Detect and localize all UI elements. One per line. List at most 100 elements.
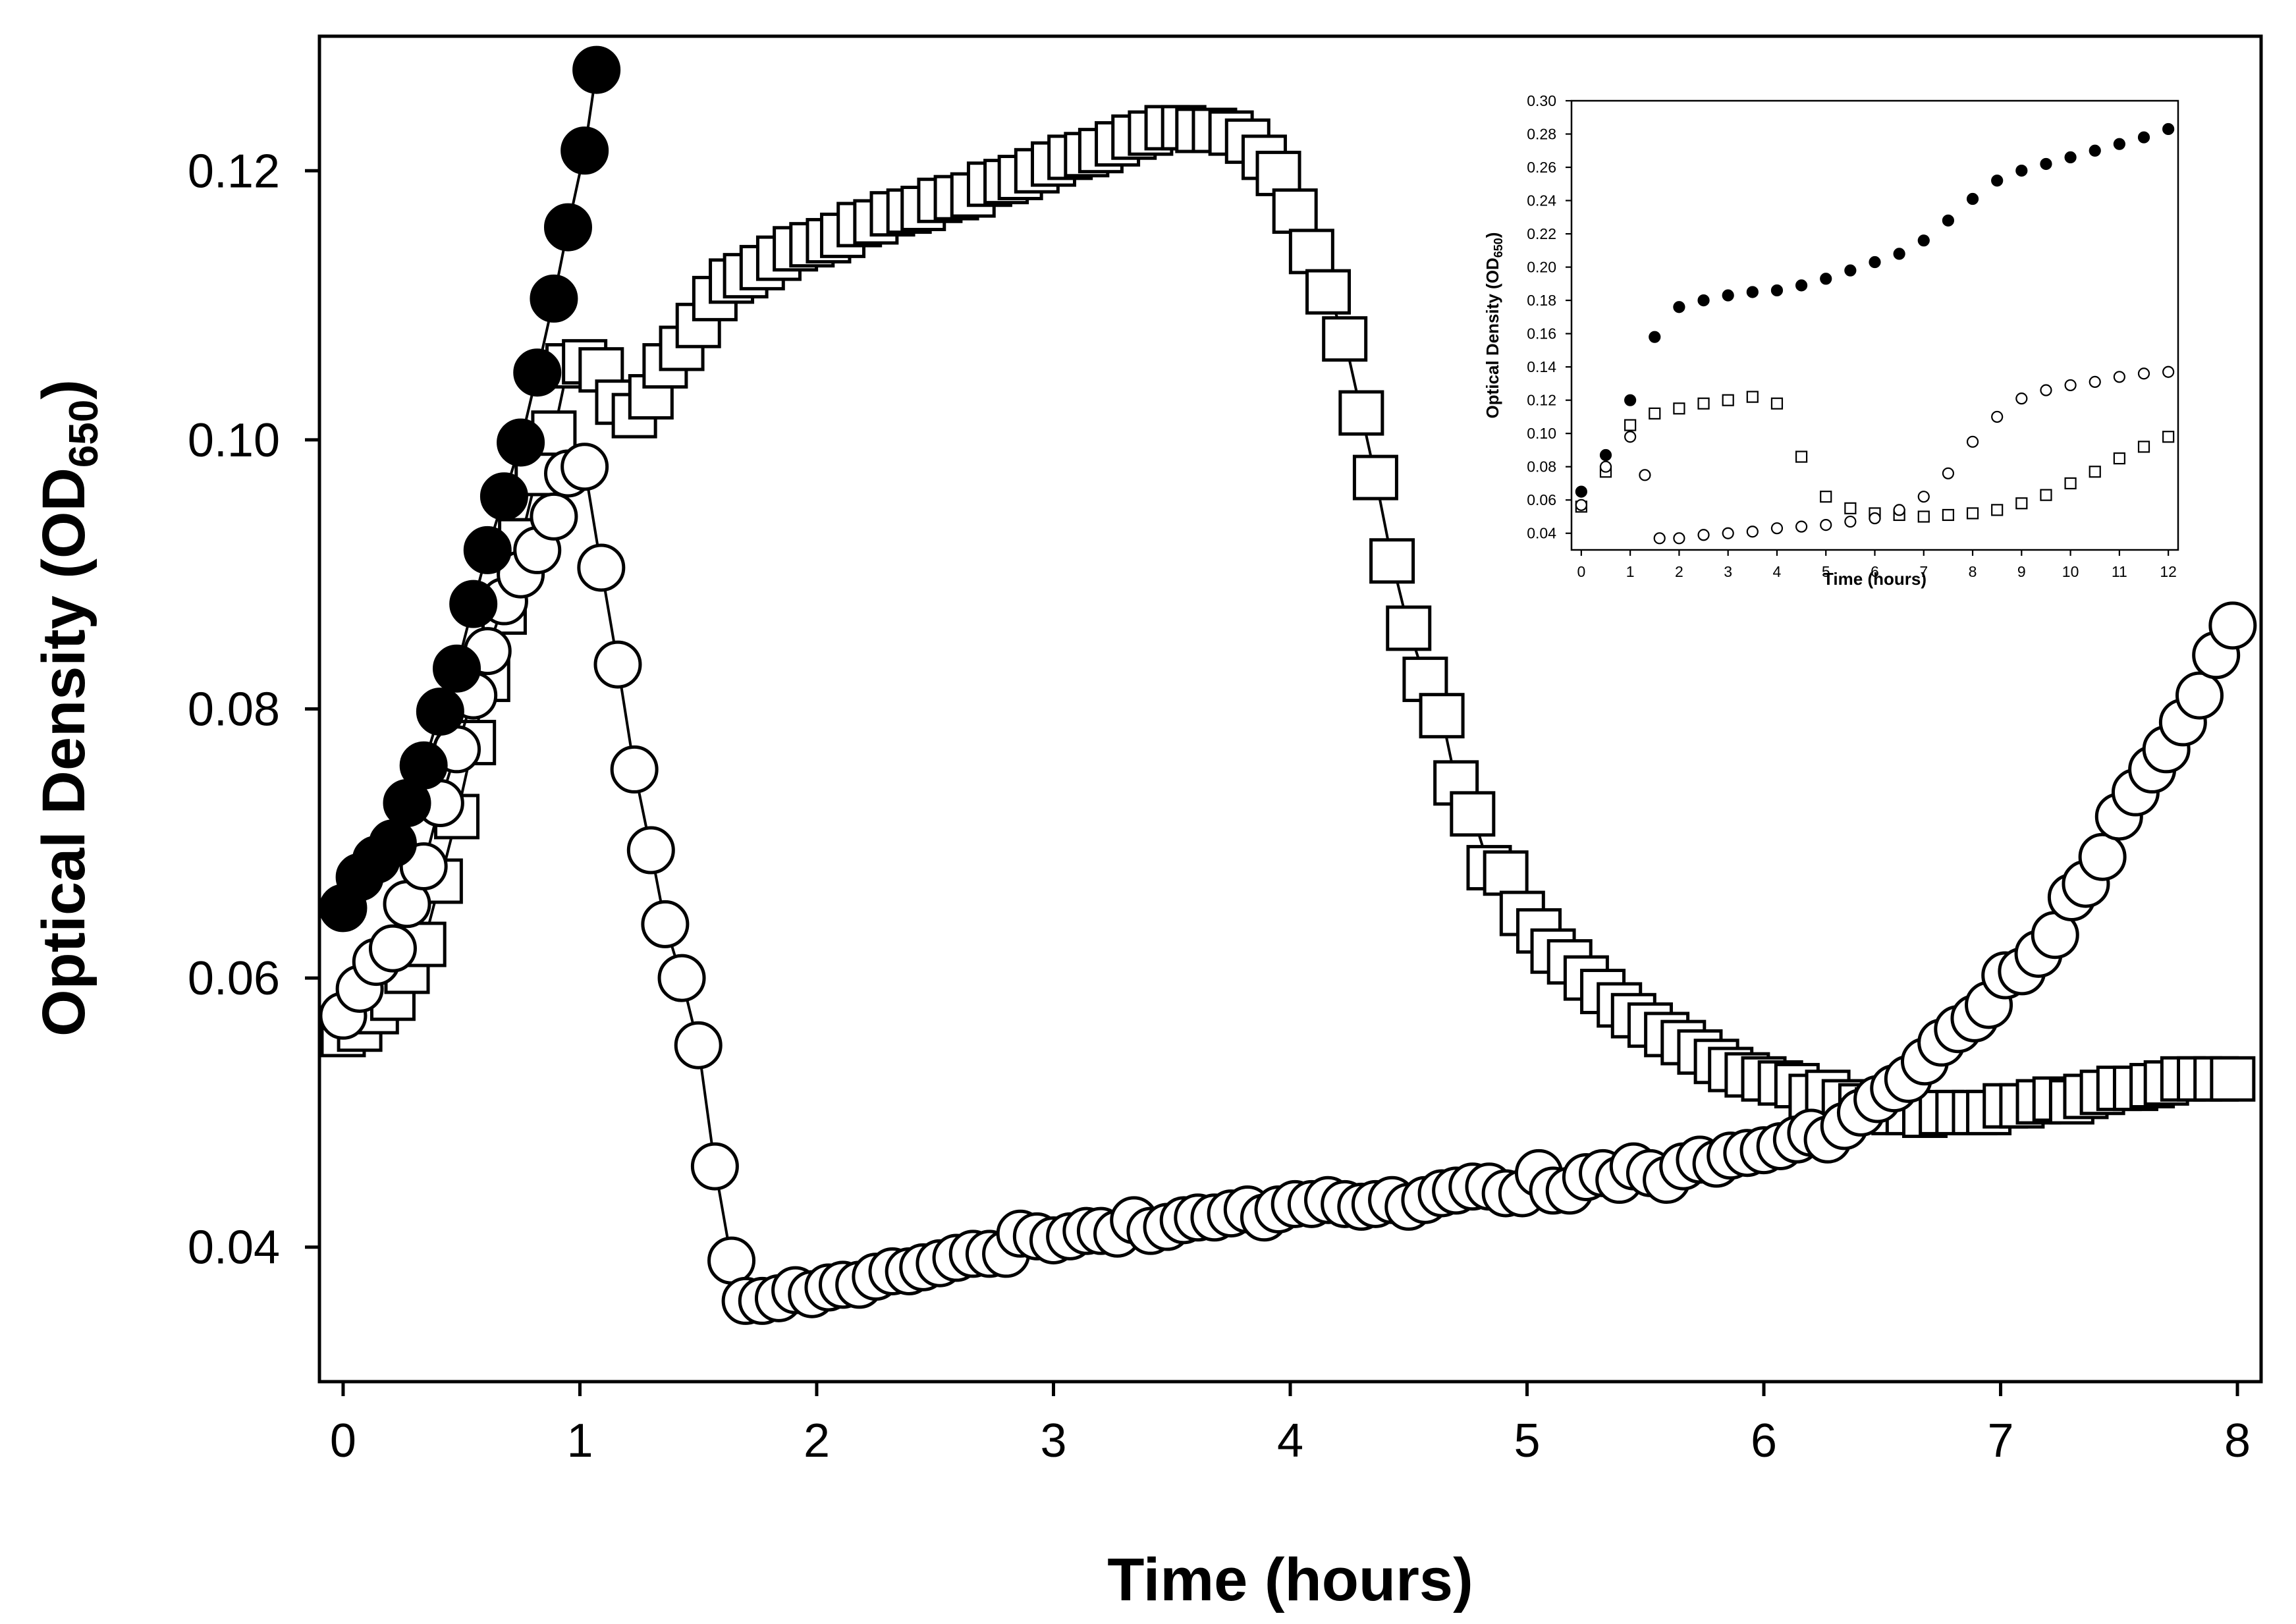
inset-open-circle-point: [1966, 435, 1979, 448]
inset-y-tick-label: 0.06: [1527, 491, 1556, 508]
main-filled-circle-point: [513, 348, 562, 397]
inset-square-point: [2064, 477, 2077, 490]
inset-open-circle-point: [1795, 520, 1808, 533]
inset-filled-circle-point: [1697, 294, 1710, 307]
main-y-axis-title-main: Optical Density (OD: [30, 468, 97, 1037]
main-square-point: [1483, 850, 1529, 896]
inset-y-tick-label: 0.04: [1527, 525, 1556, 542]
inset-square-point: [1770, 397, 1784, 410]
main-x-tick-label: 6: [1751, 1415, 1777, 1467]
main-x-tick-label: 4: [1277, 1415, 1303, 1467]
inset-y-tick-label: 0.12: [1527, 392, 1556, 409]
main-open-circle-point: [690, 1142, 739, 1191]
main-y-tick-label: 0.12: [188, 145, 280, 198]
main-square-point: [1288, 229, 1334, 275]
main-open-circle-point: [2175, 671, 2224, 720]
inset-open-circle-point: [1844, 515, 1857, 528]
main-x-tick-label: 0: [330, 1415, 356, 1467]
inset-filled-circle-point: [2089, 144, 2101, 157]
inset-y-axis-title: Optical Density (OD650): [1483, 232, 1505, 419]
main-series-open-circles: [319, 443, 2257, 1325]
inset-open-circle-point: [2040, 384, 2052, 396]
inset-filled-circle-point: [1820, 273, 1832, 285]
main-filled-circle-point: [368, 819, 417, 868]
main-open-circle-point: [577, 543, 626, 592]
main-open-circle-point: [2208, 601, 2257, 650]
main-open-circle-point: [641, 900, 690, 948]
inset-x-tick-label: 9: [2017, 563, 2026, 580]
inset-square-point: [1697, 397, 1710, 410]
main-open-circle-point: [610, 745, 659, 794]
main-filled-circle-point: [530, 274, 578, 323]
inset-square-point: [2040, 489, 2052, 501]
inset-open-circle-point: [1820, 519, 1832, 531]
inset-y-axis-title-close: ): [1483, 232, 1502, 238]
main-x-tick-label: 5: [1514, 1415, 1540, 1467]
inset-filled-circle-point: [2064, 151, 2077, 163]
main-square-point: [1419, 693, 1465, 739]
inset-open-circle-point: [2113, 371, 2125, 383]
main-y-tick-label: 0.04: [188, 1222, 280, 1274]
main-open-circle-point: [530, 492, 578, 541]
inset-x-tick-label: 10: [2062, 563, 2079, 580]
inset-y-tick-label: 0.18: [1527, 292, 1556, 309]
inset-square-point: [1795, 450, 1808, 463]
inset-series-filled-circles: [1575, 122, 2175, 498]
main-open-circle-point: [368, 924, 417, 973]
inset-open-circle-point: [2162, 365, 2175, 378]
main-square-point: [1255, 150, 1301, 196]
inset-x-tick-label: 5: [1822, 563, 1830, 580]
inset-filled-circle-point: [2040, 157, 2052, 171]
inset-filled-circle-point: [2113, 138, 2125, 150]
main-filled-circle-point: [560, 126, 609, 175]
main-open-circle-point: [626, 826, 675, 875]
inset-filled-circle-point: [1893, 248, 1905, 260]
inset-open-circle-point: [1653, 532, 1666, 545]
main-open-circle-point: [707, 1236, 756, 1285]
inset-open-circle-point: [2137, 367, 2150, 380]
main-x-tick-label: 8: [2224, 1415, 2251, 1467]
inset-filled-circle-point: [1624, 394, 1637, 406]
inset-filled-circle-point: [1966, 192, 1979, 205]
inset-filled-circle-point: [1599, 448, 1612, 462]
inset-x-tick-label: 0: [1577, 563, 1585, 580]
main-filled-circle-point: [463, 526, 512, 574]
inset-open-circle-point: [1869, 512, 1881, 525]
inset-square-point: [1917, 510, 1930, 523]
main-filled-circle-point: [449, 580, 498, 628]
inset-open-circle-point: [1575, 499, 1587, 511]
inset-open-circle-point: [1624, 431, 1637, 443]
inset-open-circle-point: [1599, 460, 1612, 473]
main-open-circle-point: [2078, 832, 2127, 881]
main-square-point: [1338, 390, 1384, 436]
main-x-tick-label: 1: [566, 1415, 593, 1467]
inset-open-circle-point: [1991, 410, 2004, 423]
main-square-point: [2210, 1056, 2256, 1102]
main-square-point: [1450, 791, 1496, 837]
inset-y-tick-label: 0.28: [1527, 126, 1556, 143]
inset-filled-circle-point: [1575, 485, 1587, 498]
inset-filled-circle-point: [2015, 164, 2028, 177]
inset-x-tick-label: 11: [2112, 563, 2127, 580]
inset-x-tick-label: 3: [1724, 563, 1732, 580]
inset-filled-circle-point: [1673, 301, 1685, 313]
main-square-point: [1305, 269, 1352, 315]
main-y-tick-label: 0.08: [188, 684, 280, 736]
main-y-axis-title-subscript: 650: [61, 400, 107, 468]
main-square-point: [1386, 605, 1432, 651]
inset-filled-circle-point: [1844, 264, 1857, 277]
inset-y-tick-label: 0.30: [1527, 92, 1556, 109]
inset-x-tick-label: 6: [1871, 563, 1879, 580]
main-x-tick-label: 2: [804, 1415, 830, 1467]
inset-background: [1479, 81, 2198, 603]
inset-square-point: [1966, 507, 1979, 520]
inset-square-point: [1991, 504, 2004, 516]
main-filled-circle-point: [433, 644, 481, 693]
inset-filled-circle-point: [1795, 279, 1808, 292]
main-square-point: [1369, 538, 1415, 584]
inset-y-axis-title-subscript: 650: [1492, 238, 1505, 257]
inset-filled-circle-point: [1722, 289, 1734, 302]
main-square-point: [1352, 454, 1398, 501]
inset-x-axis-title: Time (hours): [1823, 569, 1927, 589]
